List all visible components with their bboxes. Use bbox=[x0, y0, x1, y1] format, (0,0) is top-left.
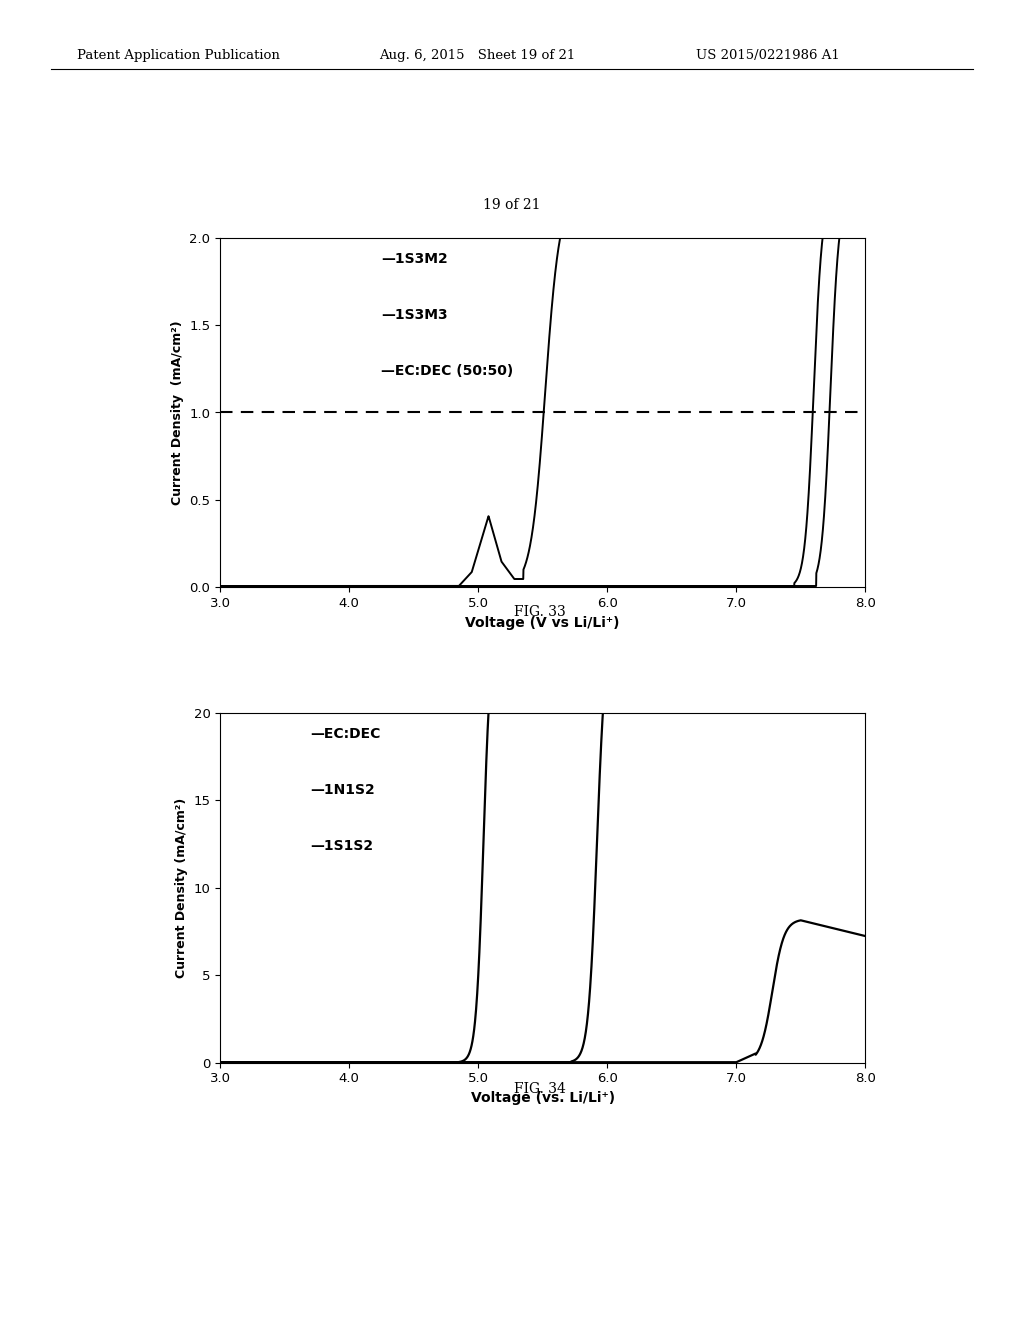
Text: FIG. 34: FIG. 34 bbox=[514, 1082, 565, 1096]
Text: US 2015/0221986 A1: US 2015/0221986 A1 bbox=[696, 49, 840, 62]
X-axis label: Voltage (vs. Li/Li⁺): Voltage (vs. Li/Li⁺) bbox=[471, 1090, 614, 1105]
Y-axis label: Current Density (mA/cm²): Current Density (mA/cm²) bbox=[175, 797, 187, 978]
Text: —1S1S2: —1S1S2 bbox=[310, 838, 374, 853]
X-axis label: Voltage (V vs Li/Li⁺): Voltage (V vs Li/Li⁺) bbox=[466, 615, 620, 630]
Text: —EC:DEC (50:50): —EC:DEC (50:50) bbox=[381, 363, 514, 378]
Text: —EC:DEC: —EC:DEC bbox=[310, 727, 381, 741]
Text: Patent Application Publication: Patent Application Publication bbox=[77, 49, 280, 62]
Text: Aug. 6, 2015 Sheet 19 of 21: Aug. 6, 2015 Sheet 19 of 21 bbox=[379, 49, 575, 62]
Text: FIG. 33: FIG. 33 bbox=[514, 606, 565, 619]
Text: 19 of 21: 19 of 21 bbox=[483, 198, 541, 211]
Text: —1S3M2: —1S3M2 bbox=[381, 252, 449, 265]
Y-axis label: Current Density  (mA/cm²): Current Density (mA/cm²) bbox=[171, 321, 183, 504]
Text: —1N1S2: —1N1S2 bbox=[310, 783, 375, 797]
Text: —1S3M3: —1S3M3 bbox=[381, 308, 449, 322]
